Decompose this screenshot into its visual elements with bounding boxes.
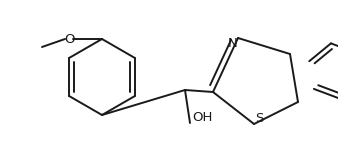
Text: N: N: [227, 37, 237, 50]
Text: OH: OH: [192, 111, 212, 124]
Text: O: O: [64, 32, 74, 45]
Text: S: S: [255, 112, 263, 125]
